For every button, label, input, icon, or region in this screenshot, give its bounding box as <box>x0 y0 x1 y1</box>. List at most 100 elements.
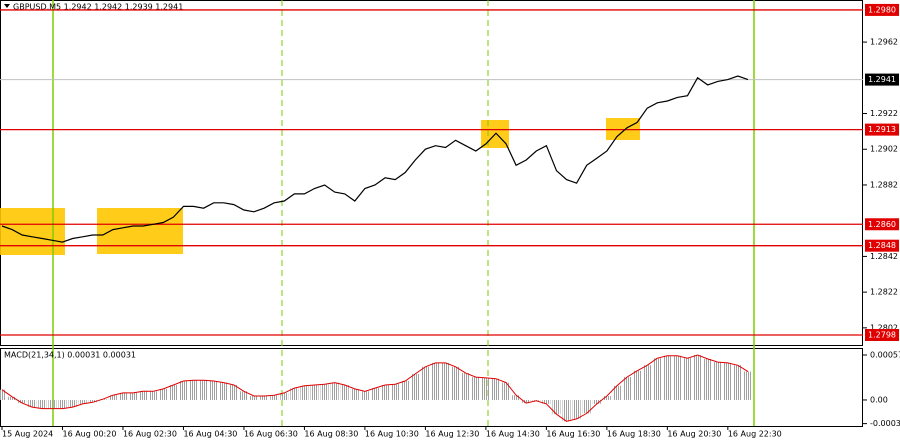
macd-bar <box>68 399 77 408</box>
macd-bar <box>643 365 652 400</box>
macd-bar <box>350 388 359 400</box>
macd-bar <box>744 371 752 400</box>
macd-bar <box>38 399 47 409</box>
macd-bar <box>310 384 319 400</box>
level-box <box>865 123 899 136</box>
macd-bar <box>512 395 521 400</box>
macd-bar <box>48 399 57 409</box>
macd-bar <box>129 392 138 400</box>
macd-bar <box>270 395 279 400</box>
zone <box>0 208 65 255</box>
macd-bar <box>693 354 702 400</box>
chart-title: GBPUSD,M5 1.2942 1.2942 1.2939 1.2941 <box>13 3 183 12</box>
x-tick-label: 16 Aug 04:30 <box>183 430 237 439</box>
macd-bar <box>653 358 662 400</box>
macd-bar <box>633 370 642 400</box>
macd-bar <box>149 391 158 400</box>
macd-bar <box>330 382 339 400</box>
macd-bar <box>663 355 672 400</box>
macd-bar <box>683 358 692 400</box>
x-tick-label: 16 Aug 12:30 <box>425 430 479 439</box>
macd-bar <box>189 380 198 400</box>
x-tick-label: 16 Aug 22:30 <box>728 430 782 439</box>
x-tick-label: 16 Aug 20:30 <box>667 430 721 439</box>
macd-bar <box>199 380 208 400</box>
macd-bar <box>118 392 127 400</box>
level-label: 1.2980 <box>868 5 896 14</box>
macd-bar <box>28 399 37 408</box>
x-tick-label: 16 Aug 06:30 <box>244 430 298 439</box>
current-price-label: 1.2941 <box>868 75 896 84</box>
macd-bar <box>78 399 87 404</box>
macd-bar <box>209 381 218 400</box>
macd-bar <box>300 385 309 400</box>
macd-bar <box>431 362 440 400</box>
macd-bar <box>441 362 450 400</box>
price-panel <box>0 0 863 346</box>
macd-bar <box>421 366 430 400</box>
macd-bar <box>411 373 420 400</box>
macd-bar <box>219 382 228 400</box>
macd-bar <box>562 399 571 422</box>
x-tick-label: 15 Aug 2024 <box>2 430 53 439</box>
macd-bar <box>0 389 6 400</box>
y-tick-label: 1.2822 <box>870 288 898 297</box>
macd-bar <box>491 378 500 400</box>
macd-bar <box>250 396 259 400</box>
macd-bar <box>8 396 17 400</box>
macd-title: MACD(21,34,1) 0.00031 0.00031 <box>4 351 136 360</box>
macd-bar <box>360 391 369 400</box>
x-tick-label: 16 Aug 16:30 <box>546 430 600 439</box>
macd-bar <box>290 388 299 400</box>
level-box <box>865 328 899 341</box>
y-tick-label: 0.00057 <box>870 350 900 359</box>
macd-bar <box>703 358 712 400</box>
macd-bar <box>623 377 632 400</box>
x-tick-label: 16 Aug 08:30 <box>304 430 358 439</box>
macd-bar <box>340 384 349 400</box>
macd-bar <box>391 384 400 400</box>
macd-bar <box>381 384 390 400</box>
macd-bar <box>139 391 148 400</box>
macd-bar <box>229 384 238 400</box>
macd-bar <box>320 384 329 400</box>
macd-bar <box>723 362 732 400</box>
y-tick-label: 1.2922 <box>870 109 898 118</box>
macd-bar <box>502 382 511 400</box>
macd-signal <box>1 354 749 422</box>
y-tick-label: 1.2842 <box>870 252 898 261</box>
macd-bar <box>451 366 460 400</box>
macd-bar <box>371 388 379 400</box>
price-line <box>1 75 749 243</box>
x-tick-label: 16 Aug 02:30 <box>123 430 177 439</box>
macd-bar <box>713 362 722 400</box>
macd-bar <box>471 377 480 400</box>
macd-bar <box>88 399 97 403</box>
macd-bar <box>673 355 682 400</box>
y-tick-label: -0.0003 <box>870 419 900 428</box>
macd-bar <box>401 381 410 400</box>
level-box <box>865 3 899 16</box>
x-tick-label: 16 Aug 14:30 <box>486 430 540 439</box>
level-label: 1.2860 <box>868 220 896 229</box>
macd-bar <box>58 399 67 409</box>
macd-bar <box>260 396 269 400</box>
y-tick-label: 0.00 <box>870 395 888 404</box>
session-lines <box>52 0 755 426</box>
macd-bar <box>733 365 742 400</box>
y-tick-label: 1.2962 <box>870 38 898 47</box>
macd-bar <box>179 381 188 400</box>
macd-bar <box>542 399 551 404</box>
x-tick-label: 16 Aug 10:30 <box>365 430 419 439</box>
macd-bar <box>169 384 178 400</box>
level-box <box>865 218 899 231</box>
macd-bar <box>159 388 168 400</box>
x-tick-label: 16 Aug 18:30 <box>607 430 661 439</box>
macd-bar <box>522 399 531 404</box>
macd-bar <box>481 377 490 400</box>
macd-bar <box>461 373 470 400</box>
macd-bar <box>18 399 27 404</box>
macd-bar <box>592 399 601 404</box>
macd-bar <box>108 395 117 400</box>
